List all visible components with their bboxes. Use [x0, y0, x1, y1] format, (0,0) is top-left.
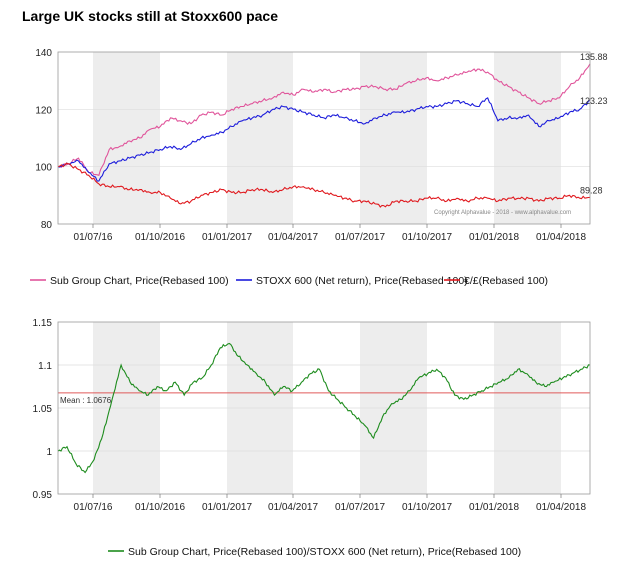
end-label-2: 89.28: [580, 185, 603, 195]
end-label-0: 135.88: [580, 52, 608, 62]
chart2-xtick-label: 01/01/2017: [202, 502, 252, 513]
chart2-xtick-label: 01/07/16: [74, 502, 113, 513]
chart2-x-axis: 01/07/16 01/10/2016 01/01/2017 01/04/2017 01…: [74, 494, 586, 513]
chart2-xtick-label: 01/10/2016: [135, 502, 185, 513]
chart1-ytick-label: 100: [35, 163, 52, 174]
chart1-xtick-label: 01/07/2017: [335, 232, 385, 243]
chart1-xtick-label: 01/04/2018: [536, 232, 586, 243]
chart2-ytick-label: 1.1: [38, 361, 52, 372]
chart2-xtick-label: 01/10/2017: [402, 502, 452, 513]
copyright-text: Copyright Alphavalue - 2018 - www.alphav…: [434, 210, 571, 216]
chart-price-rebased: 80 100 120 140 01/07/16 01/10/2016 01/01/2017…: [30, 48, 608, 287]
chart1-band-1: [227, 52, 293, 224]
chart2-frame: [57, 321, 591, 495]
legend-label-1: STOXX 600 (Net return), Price(Rebased 10…: [256, 275, 468, 287]
chart1-frame: [57, 51, 591, 225]
chart1-xtick-label: 01/07/16: [74, 232, 113, 243]
chart2-ytick-label: 0.95: [33, 490, 53, 501]
chart1-band-2: [360, 52, 427, 224]
chart2-ytick-label: 1.05: [33, 404, 53, 415]
chart2-y-axis: 0.95 1 1.05 1.1 1.15: [33, 318, 53, 501]
chart1-xtick-label: 01/01/2017: [202, 232, 252, 243]
chart1-series: [57, 63, 591, 208]
chart1-y-axis: 80 100 120 140: [35, 48, 52, 231]
chart2-series: [57, 342, 591, 474]
chart1-x-axis: 01/07/16 01/10/2016 01/01/2017 01/04/2017 01…: [74, 224, 586, 243]
chart1-series-line-2: [57, 162, 591, 208]
chart1-legend: Sub Group Chart, Price(Rebased 100) STOXX…: [30, 275, 548, 287]
legend-label-2: €/£(Rebased 100): [464, 275, 548, 287]
legend-label-0: Sub Group Chart, Price(Rebased 100): [50, 275, 229, 287]
page-title: Large UK stocks still at Stoxx600 pace: [22, 8, 278, 24]
chart1-ytick-label: 80: [41, 220, 53, 231]
chart1-bands: [93, 52, 561, 224]
chart1-xtick-label: 01/01/2018: [469, 232, 519, 243]
chart1-ytick-label: 140: [35, 48, 52, 59]
chart1-gridlines: [58, 108, 590, 168]
chart2-legend: Sub Group Chart, Price(Rebased 100)/STOX…: [108, 546, 521, 558]
chart2-series-line-0: [57, 342, 591, 474]
chart1-xtick-label: 01/04/2017: [268, 232, 318, 243]
chart2-gridlines: [58, 364, 590, 452]
mean-label: Mean : 1.0676: [60, 396, 112, 405]
legend2-label-0: Sub Group Chart, Price(Rebased 100)/STOX…: [128, 546, 521, 558]
chart2-xtick-label: 01/04/2018: [536, 502, 586, 513]
end-label-1: 123.23: [580, 96, 608, 106]
chart2-ytick-label: 1: [46, 447, 52, 458]
chart1-ytick-label: 120: [35, 105, 52, 116]
chart1-xtick-label: 01/10/2017: [402, 232, 452, 243]
chart1-xtick-label: 01/10/2016: [135, 232, 185, 243]
chart1-end-labels: 135.88 123.23 89.28: [580, 52, 608, 196]
chart2-xtick-label: 01/01/2018: [469, 502, 519, 513]
chart2-xtick-label: 01/07/2017: [335, 502, 385, 513]
chart1-series-line-0: [57, 63, 591, 176]
chart1-band-0: [93, 52, 160, 224]
chart1-series-line-1: [57, 97, 591, 182]
chart2-xtick-label: 01/04/2017: [268, 502, 318, 513]
chart1-band-3: [494, 52, 561, 224]
chart2-ytick-label: 1.15: [33, 318, 53, 329]
